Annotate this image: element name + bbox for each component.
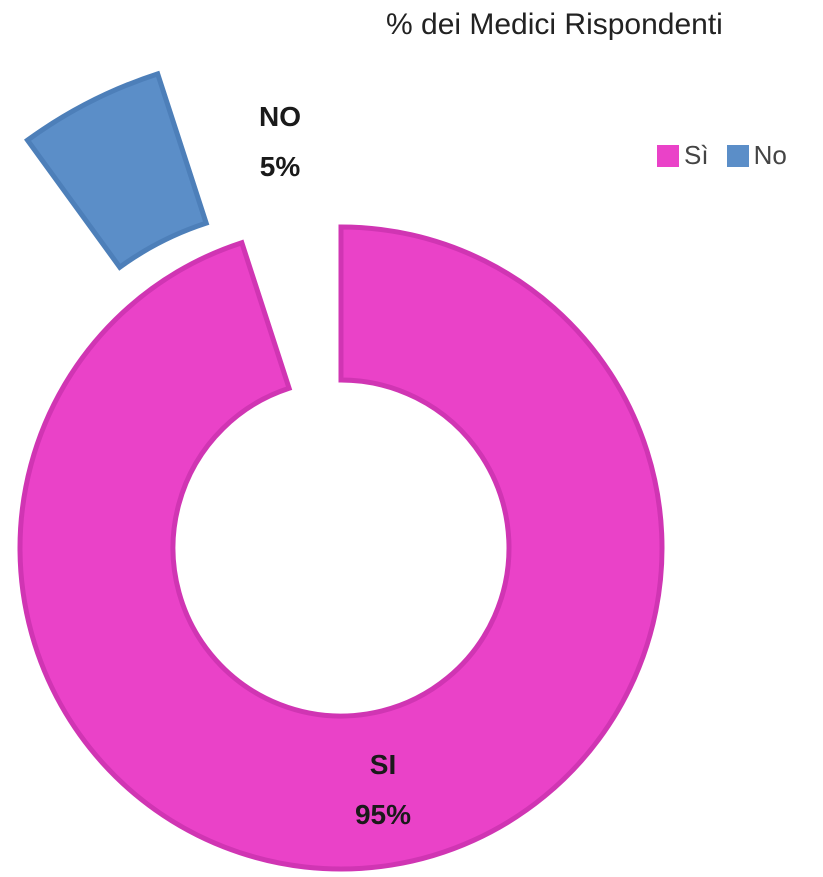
legend-swatch-no [726,144,749,167]
legend: Sì No [657,140,787,171]
legend-item-si: Sì [657,140,709,171]
chart-title: % dei Medici Rispondenti [386,8,723,41]
slices-group [17,70,665,872]
slice-no [24,70,210,271]
slice-label-value-no: 5% [260,151,301,182]
slice-labels-group: SI 95% NO 5% [259,101,411,830]
slice-si [17,224,665,872]
legend-swatch-si [657,144,679,167]
slice-label-name-no: NO [259,101,301,132]
legend-label-no: No [753,140,787,170]
slice-label-value-si: 95% [355,799,411,830]
legend-label-si: Sì [684,140,709,170]
legend-item-no: No [726,140,787,171]
slice-label-name-si: SI [370,749,396,780]
